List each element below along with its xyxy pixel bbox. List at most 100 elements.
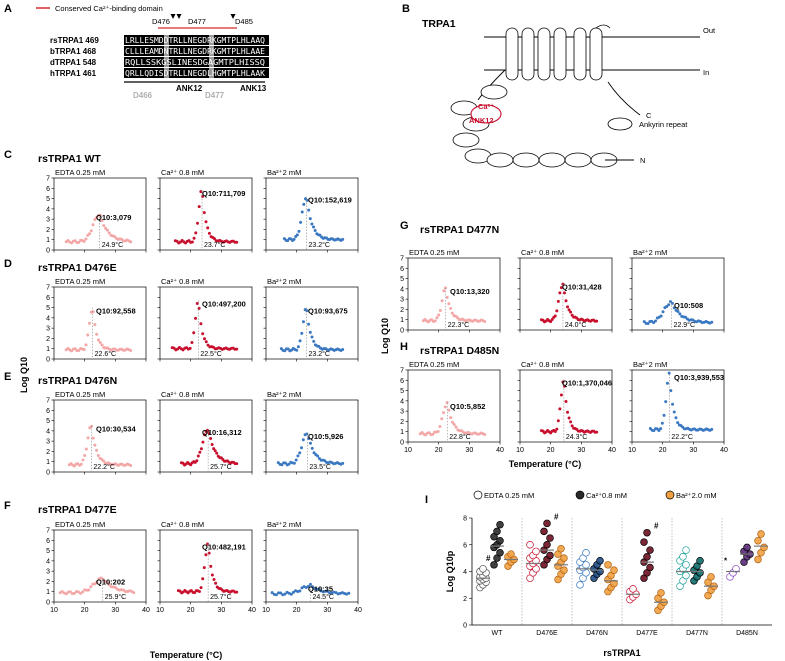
plot-D-edta: 0 1 2 3 4 5 6 7 22.6°C Q10:92,558 EDTA 0.25 mM: [46, 277, 147, 364]
q10-label: Q10:30,534: [96, 425, 136, 434]
condition-label: Ca²⁺ 0.8 mM: [161, 277, 204, 286]
data-point: [95, 332, 99, 336]
ca-label-b: Ca²⁺: [478, 102, 494, 111]
data-point: [129, 348, 133, 352]
data-point: [296, 454, 300, 458]
plot-frame: [407, 369, 501, 443]
data-point: [449, 416, 453, 420]
i-point: [532, 547, 540, 556]
i-xlabel: rsTRPA1: [603, 648, 640, 658]
panel-letter-i: I: [425, 494, 428, 506]
condition-label: Ca²⁺ 0.8 mM: [521, 248, 564, 257]
alignment-rows: rsTRPA1 469 LRLLESMDDTRLLNEGDRKGMTPLHLAAQ…: [50, 35, 269, 78]
data-point: [313, 229, 317, 233]
i-group-d485n: D485N: [721, 518, 768, 637]
seq-shade-3-2: [169, 68, 209, 78]
data-point: [201, 440, 205, 444]
condition-label: EDTA 0.25 mM: [409, 248, 459, 257]
x-tick-label-10: 10: [262, 607, 270, 614]
x-tick-label-10: 10: [516, 447, 524, 454]
plot-C-ca: 23.7°C Q10:711,709 Ca²⁺ 0.8 mM: [157, 168, 253, 253]
plot-frame: [519, 257, 613, 331]
data-point: [558, 291, 562, 295]
peak-temp-label: 23.7°C: [204, 241, 225, 249]
data-point: [710, 320, 714, 324]
y-tick-label-7: 7: [46, 176, 50, 183]
in-label: In: [703, 68, 709, 77]
i-legend-label-1: Ca²⁺0.8 mM: [586, 491, 627, 500]
i-point: [682, 561, 690, 569]
i-point: [757, 530, 765, 538]
i-point: [557, 545, 565, 553]
panel-title-c: rsTRPA1 WT: [38, 153, 101, 165]
data-point: [91, 310, 95, 314]
ankyrin-repeat-4: [486, 152, 514, 168]
data-point: [307, 322, 311, 326]
xlabel-temperature-left: Temperature (°C): [150, 650, 222, 660]
data-point: [93, 582, 97, 586]
seq-name-2: dTRPA1 548: [50, 58, 97, 67]
plot-E-edta: 0 1 2 3 4 5 6 7 22.2°C Q10:30,534 EDTA 0.25 mM: [46, 390, 147, 477]
plot-frame: [631, 257, 725, 331]
y-tick-label-3: 3: [46, 217, 50, 224]
tm-helix-6: [589, 27, 603, 81]
y-tick-label-4: 4: [46, 315, 50, 322]
panel-letter-e: E: [4, 371, 11, 383]
y-tick-label-0: 0: [400, 328, 404, 335]
n-label: N: [640, 156, 645, 165]
condition-label: Ba²⁺2 mM: [633, 248, 667, 257]
x-tick-label-30: 30: [111, 607, 119, 614]
peak-temp-label: 23.5°C: [309, 463, 330, 471]
data-point: [83, 454, 87, 458]
trpa1-diagram-title: TRPA1: [422, 18, 456, 30]
i-legend-marker-0: [473, 490, 483, 500]
i-point: [543, 519, 551, 528]
d466-label: D466: [133, 91, 153, 100]
data-point: [198, 450, 202, 454]
q10-label: Q10:31,428: [562, 283, 602, 292]
data-point: [550, 317, 554, 321]
seq-shade-2-1: [164, 57, 169, 67]
data-point: [212, 447, 216, 451]
i-category-label: D485N: [736, 630, 758, 637]
i-point: [496, 549, 504, 557]
data-point: [202, 433, 206, 437]
data-point: [89, 585, 93, 589]
x-tick-label-10: 10: [404, 447, 412, 454]
q10-label: Q10:508: [674, 301, 703, 310]
y-tick-label-3: 3: [46, 326, 50, 333]
data-point: [72, 591, 76, 595]
plot-H-edta: 10 20 30 40 0 1 2 3 4 5 6 7 22.8°C Q10:5,852 EDTA 0.25…: [400, 360, 504, 454]
data-point: [195, 221, 199, 225]
q10-label: Q10:16,312: [202, 428, 242, 437]
data-point: [215, 451, 219, 455]
i-hash-d477e: #: [654, 522, 659, 531]
data-point: [107, 231, 111, 235]
c-terminal-tail: [607, 81, 641, 116]
y-tick-label-5: 5: [46, 418, 50, 425]
x-tick-label-40: 40: [496, 447, 504, 454]
i-point: [657, 589, 665, 597]
q10-label: Q10:35: [308, 585, 333, 594]
ankyrin-repeats: [450, 84, 618, 168]
tm-helix-3: [537, 27, 551, 81]
q10-label: Q10:5,852: [450, 402, 485, 411]
data-point: [132, 591, 136, 595]
plot-frame: [265, 177, 359, 251]
data-point: [210, 442, 214, 446]
data-point: [210, 573, 214, 577]
residue-arrows: [170, 14, 236, 19]
data-point: [292, 237, 296, 241]
y-tick-label-5: 5: [400, 276, 404, 283]
data-point: [96, 453, 100, 457]
data-point: [595, 430, 599, 434]
data-point: [129, 240, 133, 244]
i-point: [596, 557, 604, 565]
plot-frame: [519, 369, 613, 443]
data-point: [297, 229, 301, 233]
data-point: [270, 591, 274, 595]
i-point: [604, 561, 612, 569]
ca-domain-legend-label: Conserved Ca²⁺-binding domain: [55, 4, 163, 13]
